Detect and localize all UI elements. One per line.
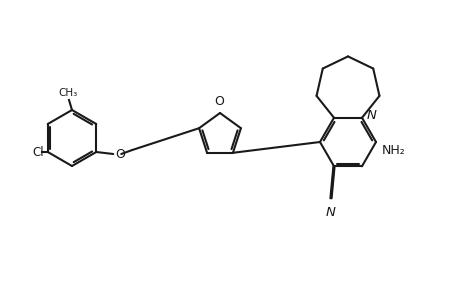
Text: Cl: Cl: [32, 146, 44, 158]
Text: N: N: [366, 109, 376, 122]
Text: NH₂: NH₂: [381, 143, 405, 157]
Text: O: O: [115, 148, 125, 160]
Text: N: N: [325, 206, 335, 219]
Text: CH₃: CH₃: [58, 88, 78, 98]
Text: O: O: [213, 95, 224, 108]
